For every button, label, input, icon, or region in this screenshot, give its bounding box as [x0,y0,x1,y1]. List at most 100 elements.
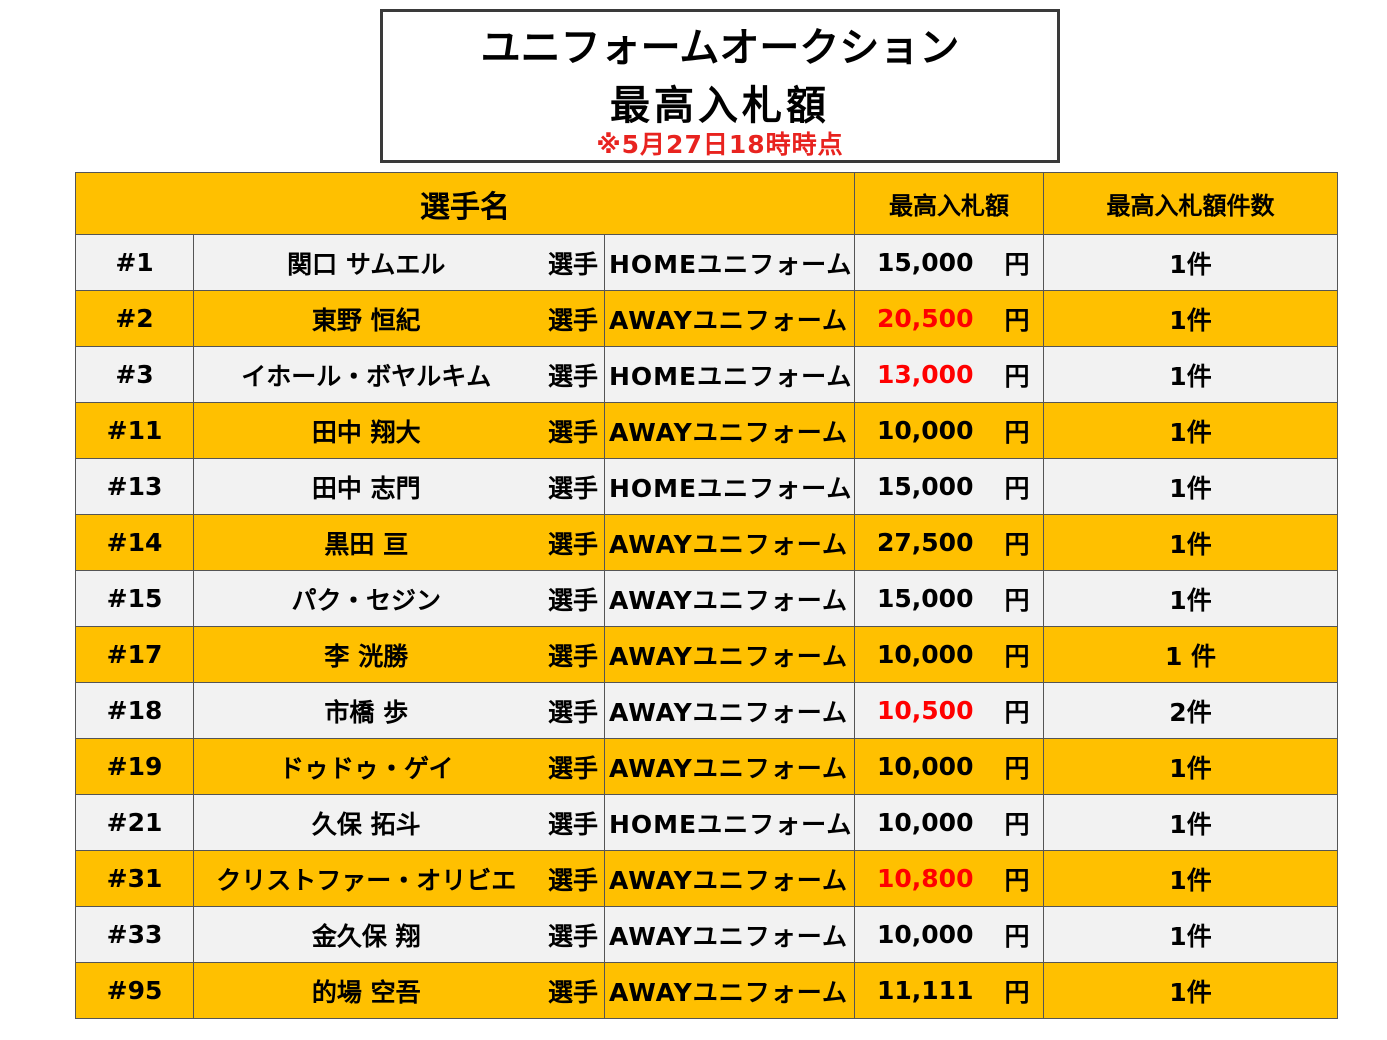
player-number: #15 [75,570,194,627]
max-bid-amount: 10,800 [854,850,1005,907]
max-bid-amount: 15,000 [854,570,1005,627]
max-bid-amount: 11,111 [854,962,1005,1019]
uniform-type: HOMEユニフォーム [604,794,855,851]
player-name: パク・セジン [193,570,539,627]
player-suffix: 選手 [538,850,605,907]
table-row: #95 的場 空吾 選手 AWAYユニフォーム 11,111 円 1件 [75,962,1338,1019]
player-suffix: 選手 [538,738,605,795]
bid-count: 1件 [1043,346,1338,403]
table-row: #14 黒田 亘選手 AWAYユニフォーム 27,500 円 1件 [75,514,1338,571]
player-number: #14 [75,514,194,571]
player-suffix: 選手 [538,906,605,963]
player-name: 田中 翔大 [193,402,539,459]
player-number: #1 [75,234,194,291]
max-bid-amount: 15,000 [854,458,1005,515]
currency-unit: 円 [1004,794,1044,851]
table-row: #31 クリストファー・オリビエ 選手 AWAYユニフォーム 10,800 円 1件 [75,850,1338,907]
currency-unit: 円 [1004,570,1044,627]
player-name: ドゥドゥ・ゲイ [193,738,539,795]
currency-unit: 円 [1004,850,1044,907]
player-suffix: 選手 [538,234,605,291]
player-name: クリストファー・オリビエ [193,850,539,907]
currency-unit: 円 [1004,234,1044,291]
uniform-type: AWAYユニフォーム [604,514,855,571]
uniform-type: AWAYユニフォーム [604,290,855,347]
bid-count: 1件 [1043,514,1338,571]
bid-count: 1件 [1043,402,1338,459]
player-number: #19 [75,738,194,795]
auction-table: 選手名 最高入札額 最高入札額件数 #1 関口 サムエル 選手 HOMEユニフォーム 1… [75,172,1338,1019]
uniform-type: AWAYユニフォーム [604,570,855,627]
table-row: #21 久保 拓斗 選手 HOMEユニフォーム 10,000 円 1件 [75,794,1338,851]
uniform-type: AWAYユニフォーム [604,906,855,963]
max-bid-amount: 10,500 [854,682,1005,739]
player-name: 久保 拓斗 [193,794,539,851]
uniform-type: AWAYユニフォーム [604,682,855,739]
player-suffix: 選手 [538,346,605,403]
max-bid-amount: 27,500 [854,514,1005,571]
player-name: 市橋 歩 [193,682,539,739]
player-name: 関口 サムエル [193,234,539,291]
max-bid-amount: 10,000 [854,402,1005,459]
uniform-type: HOMEユニフォーム [604,458,855,515]
player-suffix: 選手 [538,570,605,627]
player-suffix: 選手 [538,794,605,851]
bid-count: 1件 [1043,906,1338,963]
table-row: #1 関口 サムエル 選手 HOMEユニフォーム 15,000 円 1件 [75,234,1338,291]
bid-count: 1件 [1043,458,1338,515]
header-player-name: 選手名 [75,172,855,235]
bid-count: 1件 [1043,570,1338,627]
uniform-type: HOMEユニフォーム [604,346,855,403]
currency-unit: 円 [1004,514,1044,571]
table-row: #18 市橋 歩選手 AWAYユニフォーム 10,500 円 2件 [75,682,1338,739]
bid-count: 2件 [1043,682,1338,739]
currency-unit: 円 [1004,962,1044,1019]
player-number: #33 [75,906,194,963]
player-number: #17 [75,626,194,683]
player-suffix: 選手 [538,458,605,515]
table-row: #11 田中 翔大 選手 AWAYユニフォーム 10,000 円 1件 [75,402,1338,459]
table-row: #13 田中 志門 選手 HOMEユニフォーム 15,000 円 1件 [75,458,1338,515]
player-number: #21 [75,794,194,851]
bid-count: 1件 [1043,794,1338,851]
table-row: #2 東野 恒紀 選手 AWAYユニフォーム 20,500 円 1件 [75,290,1338,347]
player-suffix: 選手 [538,514,605,571]
bid-count: 1件 [1043,962,1338,1019]
timestamp-note: ※5月27日18時時点 [596,130,844,159]
currency-unit: 円 [1004,346,1044,403]
currency-unit: 円 [1004,458,1044,515]
player-suffix: 選手 [538,962,605,1019]
max-bid-amount: 15,000 [854,234,1005,291]
player-name: 東野 恒紀 [193,290,539,347]
player-number: #95 [75,962,194,1019]
bid-count: 1件 [1043,850,1338,907]
max-bid-amount: 13,000 [854,346,1005,403]
header-bid-count: 最高入札額件数 [1043,172,1338,235]
player-number: #13 [75,458,194,515]
player-suffix: 選手 [538,402,605,459]
player-suffix: 選手 [538,626,605,683]
max-bid-amount: 20,500 [854,290,1005,347]
currency-unit: 円 [1004,738,1044,795]
table-row: #3 イホール・ボヤルキム 選手 HOMEユニフォーム 13,000 円 1件 [75,346,1338,403]
player-name: 李 洸勝 [193,626,539,683]
player-suffix: 選手 [538,682,605,739]
player-suffix: 選手 [538,290,605,347]
currency-unit: 円 [1004,682,1044,739]
max-bid-amount: 10,000 [854,626,1005,683]
max-bid-amount: 10,000 [854,794,1005,851]
player-name: イホール・ボヤルキム [193,346,539,403]
player-number: #31 [75,850,194,907]
max-bid-amount: 10,000 [854,738,1005,795]
uniform-type: AWAYユニフォーム [604,962,855,1019]
player-name: 田中 志門 [193,458,539,515]
currency-unit: 円 [1004,626,1044,683]
table-header-row: 選手名 最高入札額 最高入札額件数 [75,172,1338,235]
player-name: 的場 空吾 [193,962,539,1019]
currency-unit: 円 [1004,402,1044,459]
title-box: ユニフォームオークション 最高入札額 ※5月27日18時時点 [380,9,1060,163]
player-number: #11 [75,402,194,459]
header-max-bid: 最高入札額 [854,172,1044,235]
uniform-type: AWAYユニフォーム [604,626,855,683]
player-number: #2 [75,290,194,347]
